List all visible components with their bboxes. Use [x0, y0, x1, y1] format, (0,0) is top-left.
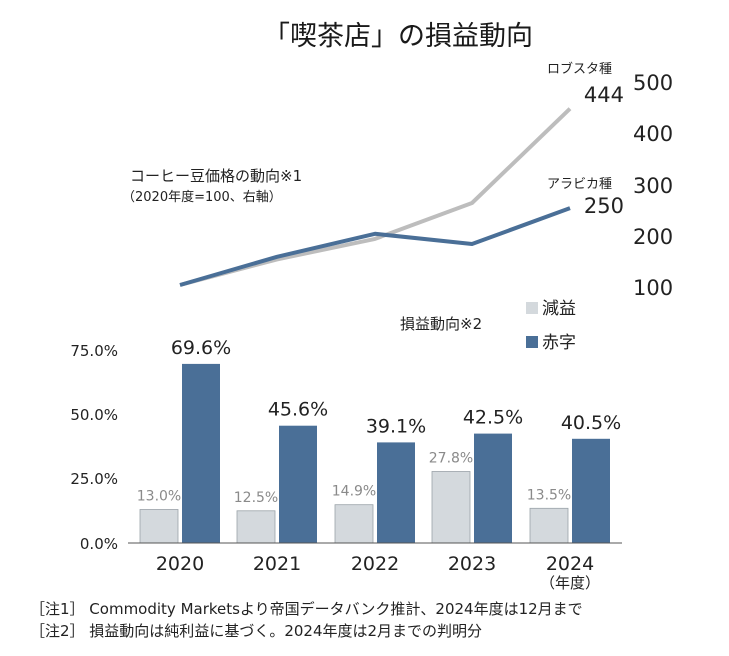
legend-swatch-decline: [526, 302, 538, 314]
bar-label-deficit: 42.5%: [463, 407, 523, 429]
series-name-arabica: アラビカ種: [547, 176, 612, 192]
right-tick-label: 500: [633, 71, 673, 95]
bar-label-decline: 12.5%: [234, 490, 278, 506]
right-tick-label: 200: [633, 225, 673, 249]
left-tick-label: 25.0%: [70, 470, 118, 488]
bar-decline: [431, 471, 471, 544]
bar-label-deficit: 39.1%: [366, 415, 426, 437]
bar-label-deficit: 45.6%: [268, 399, 328, 421]
note-1: ［注1］ Commodity Marketsより帝国データバンク推計、2024年…: [30, 600, 583, 618]
bar-label-decline: 27.8%: [429, 451, 473, 467]
chart-title: 「喫茶店」の損益動向: [263, 21, 533, 52]
bar-decline: [529, 507, 569, 544]
right-tick-label: 300: [633, 174, 673, 198]
left-tick-label: 0.0%: [80, 535, 118, 553]
bar-decline: [236, 510, 276, 544]
price-block-label: コーヒー豆価格の動向※1: [130, 167, 302, 185]
legend-label-decline: 減益: [542, 299, 576, 319]
bar-label-decline: 13.5%: [527, 487, 571, 503]
right-tick-label: 400: [633, 122, 673, 146]
right-tick-label: 100: [633, 276, 673, 300]
category-label: 2020: [156, 553, 204, 575]
bar-deficit: [279, 425, 317, 543]
end-value-arabica: 250: [584, 194, 624, 218]
category-label: 2024: [546, 553, 594, 575]
x-axis: 2020 2021 2022 2023 2024 （年度）: [156, 553, 600, 592]
category-label: 2022: [351, 553, 399, 575]
price-block-sublabel: （2020年度=100、右軸）: [122, 189, 282, 205]
bar-label-deficit: 40.5%: [561, 412, 621, 434]
end-value-robusta: 444: [584, 83, 624, 107]
price-lines: [179, 107, 572, 287]
left-tick-label: 50.0%: [70, 406, 118, 424]
category-label: 2021: [253, 553, 301, 575]
right-axis: 500 400 300 200 100: [633, 71, 673, 300]
bar-decline: [334, 504, 374, 544]
bar-deficit: [474, 433, 512, 543]
bar-deficit: [572, 438, 610, 543]
legend-label-deficit: 赤字: [542, 333, 576, 353]
bar-label-decline: 14.9%: [332, 484, 376, 500]
bar-decline: [139, 509, 179, 544]
profit-block-label: 損益動向※2: [400, 315, 482, 333]
category-label: 2023: [448, 553, 496, 575]
line-arabica: [179, 206, 571, 287]
bar-label-decline: 13.0%: [137, 489, 181, 505]
bar-deficit: [377, 442, 415, 543]
legend-swatch-deficit: [526, 336, 538, 348]
bar-deficit: [182, 363, 220, 543]
profit-bars: 13.0% 12.5% 14.9% 27.8% 13.5% 69.6% 45.6% 39.1%…: [137, 337, 621, 544]
series-name-robusta: ロブスタ種: [547, 61, 612, 77]
bar-label-deficit: 69.6%: [171, 337, 231, 359]
left-tick-label: 75.0%: [70, 342, 118, 360]
note-2: ［注2］ 損益動向は純利益に基づく。2024年度は2月までの判明分: [30, 622, 482, 640]
left-axis: 75.0% 50.0% 25.0% 0.0%: [70, 342, 118, 553]
x-axis-sublabel: （年度）: [540, 574, 600, 592]
